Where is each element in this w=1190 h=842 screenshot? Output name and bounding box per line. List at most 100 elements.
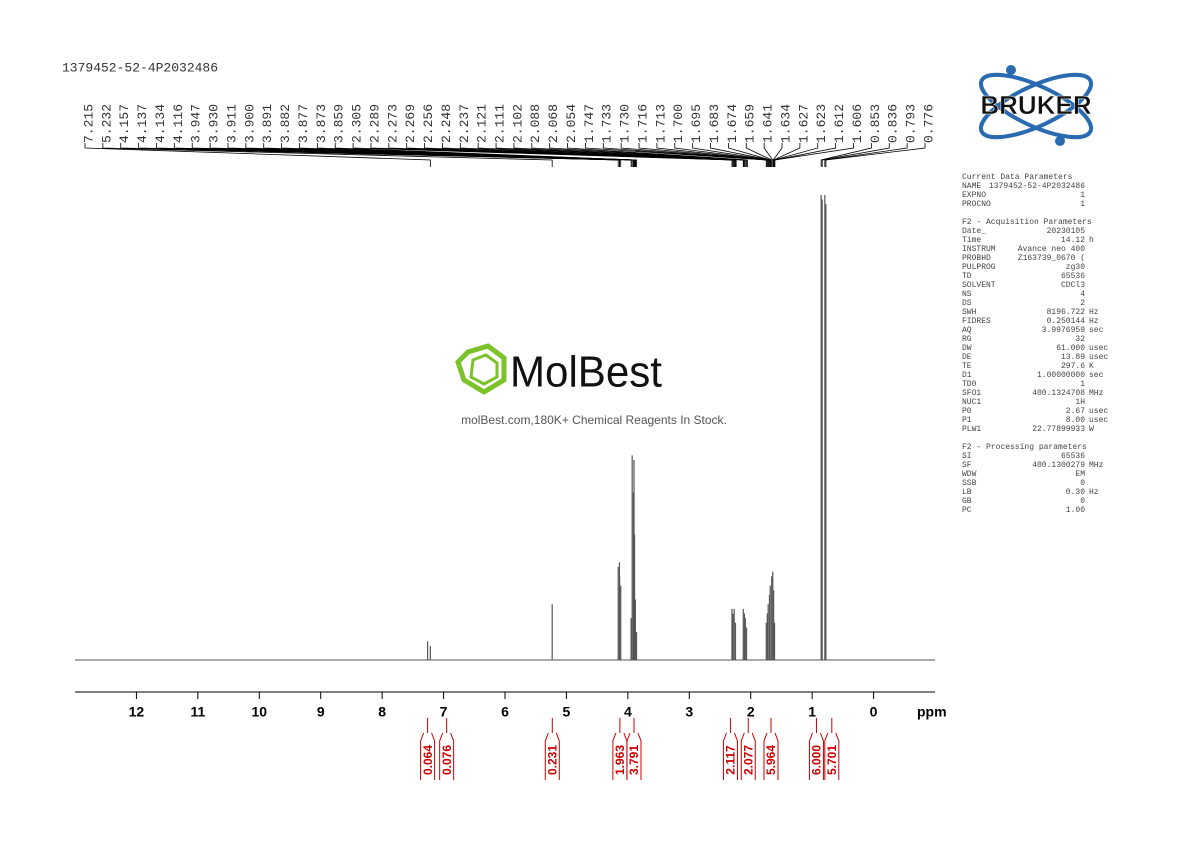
param-value: 2 [1080, 299, 1085, 308]
param-unit: sec [1089, 371, 1104, 380]
param-name: P1 [962, 416, 972, 425]
peak-label-connector [824, 143, 908, 167]
param-name: TD0 [962, 380, 977, 389]
integral-label: 1.963 [613, 745, 627, 775]
param-unit: usec [1089, 353, 1108, 362]
param-name: SOLVENT [962, 281, 996, 290]
x-axis-label: ppm [917, 704, 947, 720]
param-name: SWH [962, 308, 977, 317]
param-name: TE [962, 362, 972, 371]
param-name: SI [962, 452, 972, 461]
x-tick-label: 9 [317, 704, 325, 720]
param-value: 2.67 [1066, 407, 1085, 416]
integral-label: 0.064 [421, 745, 435, 775]
peak-label: 0.853 [868, 104, 883, 143]
param-unit: W [1089, 425, 1094, 434]
param-unit: sec [1089, 326, 1104, 335]
param-section-title: Current Data Parameters [962, 173, 1073, 182]
peak-label-connector [710, 143, 771, 167]
param-section-title: F2 - Processing parameters [962, 443, 1087, 452]
peak-label: 1.713 [653, 104, 668, 143]
peak-label: 1.747 [582, 104, 597, 143]
peak-label: 3.930 [207, 104, 222, 143]
param-name: NUC1 [962, 398, 981, 407]
param-name: AQ [962, 326, 972, 335]
param-value: 1 [1080, 200, 1085, 209]
peak-label-connector [774, 143, 854, 167]
peak-label-connector [821, 143, 890, 167]
param-value: 61.000 [1056, 344, 1085, 353]
param-name: RG [962, 335, 972, 344]
integral-bracket [420, 718, 436, 780]
param-value: 22.77899933 [1032, 425, 1085, 434]
param-name: TD [962, 272, 972, 281]
param-name: DE [962, 353, 972, 362]
peak-label: 2.305 [350, 104, 365, 143]
peak-label-connector [513, 143, 745, 167]
param-name: WDW [962, 470, 977, 479]
peak-label: 2.248 [439, 104, 454, 143]
peak-label-connector [773, 143, 801, 167]
param-name: DS [962, 299, 972, 308]
param-value: 20230105 [1047, 227, 1086, 236]
peak-label-connector [459, 143, 737, 167]
x-tick-label: 8 [378, 704, 386, 720]
peak-label: 1.733 [600, 104, 615, 143]
integral-label: 2.117 [724, 745, 738, 775]
integral-bracket [740, 718, 756, 780]
param-name: PC [962, 506, 972, 515]
peak-label: 1.627 [796, 104, 811, 143]
peak-label: 1.695 [689, 104, 704, 143]
param-value: 8196.722 [1047, 308, 1086, 317]
integral-label: 5.964 [764, 745, 778, 775]
watermark-tagline: molBest.com,180K+ Chemical Reagents In S… [461, 413, 727, 427]
param-value: 400.1300279 [1032, 461, 1085, 470]
x-tick-label: 0 [870, 704, 878, 720]
param-value: 1 [1080, 191, 1085, 200]
peak-label-connector [156, 143, 621, 167]
peak-label-connector [745, 143, 773, 167]
peak-label-connector [728, 143, 772, 167]
integral-label: 3.791 [627, 745, 641, 775]
peak-label: 1.674 [725, 104, 740, 143]
peak-label: 1.606 [850, 104, 865, 143]
param-value: EM [1075, 470, 1085, 479]
param-value: Avance neo 400 [1018, 245, 1085, 254]
param-name: P0 [962, 407, 972, 416]
peak-label-connector [84, 143, 431, 167]
param-name: PROBHD [962, 254, 991, 263]
param-value: Z163739_0670 ( [1018, 254, 1085, 263]
integral-label: 0.076 [440, 745, 454, 775]
watermark: MolBest molBest.com,180K+ Chemical Reage… [455, 343, 727, 427]
integral-label: 0.231 [545, 745, 559, 775]
peak-label: 5.232 [99, 104, 114, 143]
param-value: 1.00000000 [1037, 371, 1085, 380]
peak-label: 3.900 [242, 104, 257, 143]
peak-label: 1.730 [618, 104, 633, 143]
peak-label-connector [585, 143, 767, 167]
param-unit: usec [1089, 344, 1108, 353]
integral-bracket [544, 718, 560, 780]
peak-label: 2.102 [510, 104, 525, 143]
peak-label: 2.121 [475, 104, 490, 143]
watermark-brand: MolBest [510, 348, 662, 397]
peak-label: 1.716 [635, 104, 650, 143]
param-value: 65536 [1061, 452, 1085, 461]
peak-label-connector [620, 143, 768, 167]
param-name: NAME [962, 182, 981, 191]
peak-label-connector [102, 143, 553, 167]
param-value: 14.12 [1061, 236, 1085, 245]
peak-label: 1.623 [814, 104, 829, 143]
x-tick-label: 2 [747, 704, 755, 720]
param-name: EXPNO [962, 191, 986, 200]
integral-label: 6.000 [810, 745, 824, 775]
peak-label-connector [772, 143, 783, 167]
bruker-logo: BRUKER [978, 65, 1094, 146]
peak-label: 1.659 [743, 104, 758, 143]
param-name: FIDRES [962, 317, 991, 326]
logo-text: BRUKER [980, 90, 1091, 120]
peak-label: 4.116 [171, 104, 186, 143]
peak-label: 3.911 [224, 104, 239, 143]
peak-label-connector [692, 143, 770, 167]
